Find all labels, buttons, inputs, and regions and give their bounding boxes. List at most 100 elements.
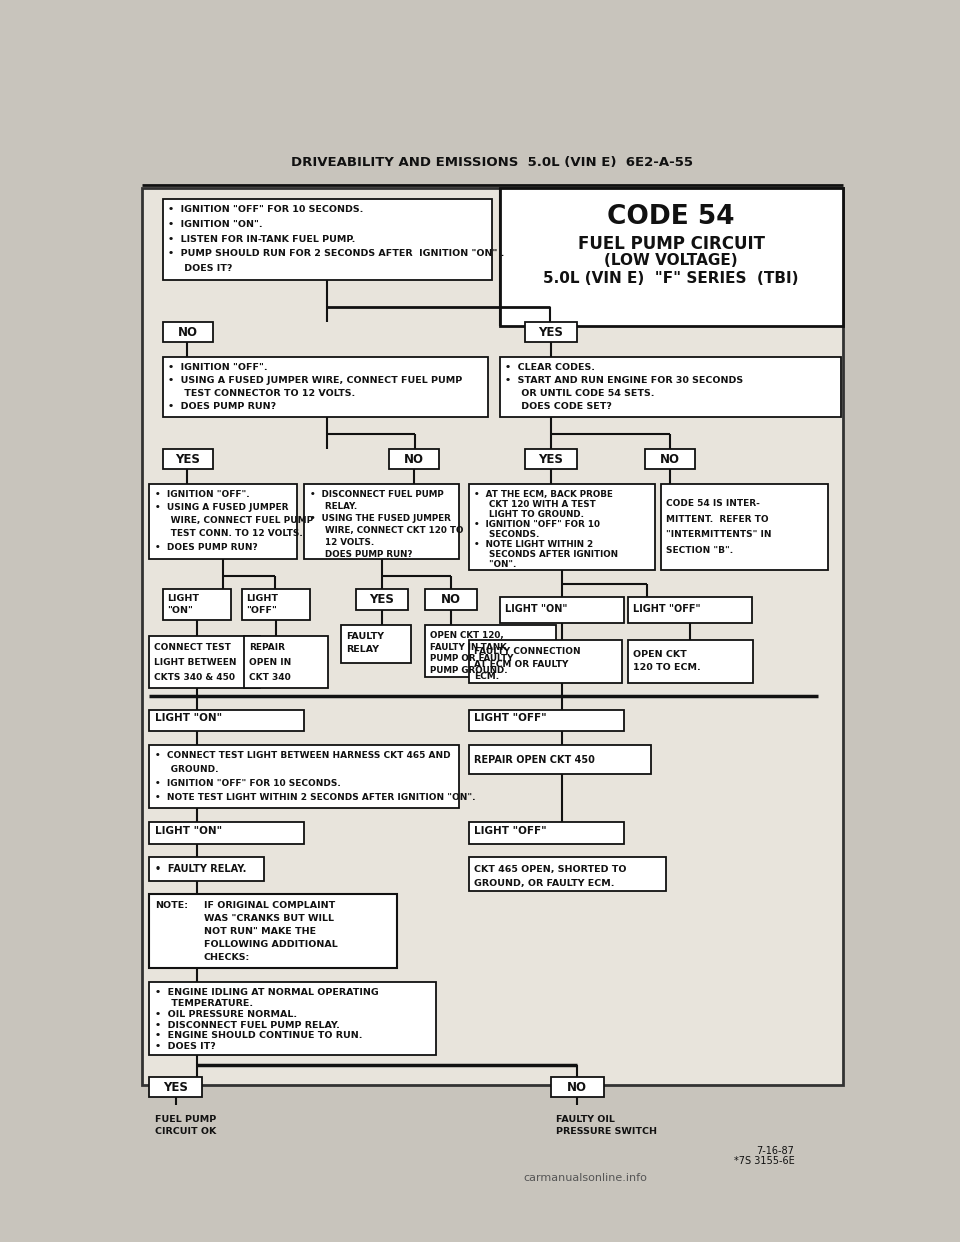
Text: CIRCUIT OK: CIRCUIT OK [155, 1126, 216, 1136]
Text: FOLLOWING ADDITIONAL: FOLLOWING ADDITIONAL [204, 940, 338, 949]
FancyBboxPatch shape [150, 857, 264, 881]
Text: "INTERMITTENTS" IN: "INTERMITTENTS" IN [666, 530, 772, 539]
Text: CODE 54: CODE 54 [608, 205, 734, 231]
Text: "ON": "ON" [167, 606, 193, 616]
Text: •  IGNITION "OFF" FOR 10 SECONDS.: • IGNITION "OFF" FOR 10 SECONDS. [168, 205, 364, 215]
FancyBboxPatch shape [660, 484, 828, 570]
Text: •  NOTE TEST LIGHT WITHIN 2 SECONDS AFTER IGNITION "ON".: • NOTE TEST LIGHT WITHIN 2 SECONDS AFTER… [155, 792, 475, 802]
FancyBboxPatch shape [162, 356, 488, 417]
Text: CKT 465 OPEN, SHORTED TO: CKT 465 OPEN, SHORTED TO [474, 866, 627, 874]
FancyBboxPatch shape [150, 709, 304, 732]
FancyBboxPatch shape [150, 822, 304, 843]
Text: LIGHT "OFF": LIGHT "OFF" [633, 604, 701, 614]
Text: •  ENGINE IDLING AT NORMAL OPERATING: • ENGINE IDLING AT NORMAL OPERATING [155, 989, 378, 997]
Text: SECONDS AFTER IGNITION: SECONDS AFTER IGNITION [474, 550, 618, 559]
FancyBboxPatch shape [524, 450, 577, 469]
FancyBboxPatch shape [162, 450, 213, 469]
Text: PUMP GROUND.: PUMP GROUND. [430, 666, 508, 674]
Text: CKTS 340 & 450: CKTS 340 & 450 [155, 673, 235, 682]
Text: RELAY: RELAY [347, 645, 379, 655]
Text: "ON".: "ON". [474, 560, 516, 569]
Text: carmanualsonline.info: carmanualsonline.info [523, 1174, 647, 1184]
FancyBboxPatch shape [150, 982, 436, 1056]
FancyBboxPatch shape [162, 322, 213, 343]
Text: •  IGNITION "OFF".: • IGNITION "OFF". [155, 491, 250, 499]
Text: CHECKS:: CHECKS: [204, 953, 250, 961]
Text: GROUND, OR FAULTY ECM.: GROUND, OR FAULTY ECM. [474, 879, 614, 888]
FancyBboxPatch shape [468, 641, 622, 683]
Text: TEST CONNECTOR TO 12 VOLTS.: TEST CONNECTOR TO 12 VOLTS. [168, 389, 355, 399]
FancyBboxPatch shape [524, 322, 577, 343]
Text: NO: NO [404, 453, 423, 466]
Text: •  USING THE FUSED JUMPER: • USING THE FUSED JUMPER [310, 514, 451, 523]
Text: 12 VOLTS.: 12 VOLTS. [310, 538, 374, 546]
FancyBboxPatch shape [500, 188, 843, 327]
Text: WIRE, CONNECT FUEL PUMP: WIRE, CONNECT FUEL PUMP [155, 517, 313, 525]
Text: •  PUMP SHOULD RUN FOR 2 SECONDS AFTER  IGNITION "ON" .: • PUMP SHOULD RUN FOR 2 SECONDS AFTER IG… [168, 250, 504, 258]
Text: 5.0L (VIN E)  "F" SERIES  (TBI): 5.0L (VIN E) "F" SERIES (TBI) [543, 271, 799, 286]
Text: NO: NO [178, 327, 198, 339]
FancyBboxPatch shape [468, 709, 624, 732]
Text: FAULTY OIL: FAULTY OIL [557, 1115, 615, 1124]
Text: •  IGNITION "ON".: • IGNITION "ON". [168, 220, 263, 229]
Text: DOES CODE SET?: DOES CODE SET? [505, 402, 612, 411]
Text: LIGHT "OFF": LIGHT "OFF" [474, 713, 547, 723]
FancyBboxPatch shape [150, 484, 297, 559]
FancyBboxPatch shape [468, 745, 651, 774]
FancyBboxPatch shape [645, 450, 695, 469]
Text: LIGHT "ON": LIGHT "ON" [505, 604, 567, 614]
Text: •  CONNECT TEST LIGHT BETWEEN HARNESS CKT 465 AND: • CONNECT TEST LIGHT BETWEEN HARNESS CKT… [155, 751, 450, 760]
Text: •  LISTEN FOR IN-TANK FUEL PUMP.: • LISTEN FOR IN-TANK FUEL PUMP. [168, 235, 355, 243]
FancyBboxPatch shape [150, 1110, 251, 1139]
Text: •  IGNITION "OFF" FOR 10: • IGNITION "OFF" FOR 10 [474, 520, 600, 529]
FancyBboxPatch shape [355, 590, 408, 610]
Text: •  DISCONNECT FUEL PUMP RELAY.: • DISCONNECT FUEL PUMP RELAY. [155, 1021, 340, 1030]
Text: LIGHT: LIGHT [167, 594, 200, 604]
Text: REPAIR OPEN CKT 450: REPAIR OPEN CKT 450 [474, 755, 595, 765]
Text: FAULTY IN-TANK: FAULTY IN-TANK [430, 642, 507, 652]
Text: DOES PUMP RUN?: DOES PUMP RUN? [310, 550, 413, 559]
FancyBboxPatch shape [424, 625, 557, 677]
Text: •  AT THE ECM, BACK PROBE: • AT THE ECM, BACK PROBE [474, 491, 613, 499]
Text: OPEN IN: OPEN IN [250, 658, 292, 667]
Text: OPEN CKT 120,: OPEN CKT 120, [430, 631, 504, 640]
Text: LIGHT TO GROUND.: LIGHT TO GROUND. [474, 510, 585, 519]
FancyBboxPatch shape [162, 590, 230, 620]
Text: SECONDS.: SECONDS. [474, 530, 540, 539]
FancyBboxPatch shape [150, 1077, 203, 1097]
Text: DOES IT?: DOES IT? [168, 263, 232, 273]
Text: WIRE, CONNECT CKT 120 TO: WIRE, CONNECT CKT 120 TO [310, 525, 464, 535]
Text: "OFF": "OFF" [247, 606, 277, 616]
FancyBboxPatch shape [150, 636, 259, 688]
Text: CONNECT TEST: CONNECT TEST [155, 642, 231, 652]
Text: RELAY.: RELAY. [310, 502, 357, 512]
Text: FAULTY: FAULTY [347, 632, 384, 641]
Text: NOTE:: NOTE: [155, 900, 188, 909]
Text: OPEN CKT: OPEN CKT [633, 651, 686, 660]
FancyBboxPatch shape [242, 590, 310, 620]
FancyBboxPatch shape [244, 636, 327, 688]
Text: FAULTY CONNECTION: FAULTY CONNECTION [474, 647, 581, 656]
Text: LIGHT BETWEEN: LIGHT BETWEEN [155, 658, 236, 667]
Text: •  START AND RUN ENGINE FOR 30 SECONDS: • START AND RUN ENGINE FOR 30 SECONDS [505, 376, 743, 385]
Text: NO: NO [660, 453, 681, 466]
Text: NO: NO [441, 594, 461, 606]
Text: •  CLEAR CODES.: • CLEAR CODES. [505, 363, 595, 373]
Text: •  DOES PUMP RUN?: • DOES PUMP RUN? [168, 402, 276, 411]
FancyBboxPatch shape [150, 894, 397, 968]
Text: OR UNTIL CODE 54 SETS.: OR UNTIL CODE 54 SETS. [505, 389, 655, 399]
Text: LIGHT "ON": LIGHT "ON" [155, 713, 222, 723]
Text: GROUND.: GROUND. [155, 765, 218, 774]
Text: PRESSURE SWITCH: PRESSURE SWITCH [557, 1126, 658, 1136]
FancyBboxPatch shape [628, 641, 754, 683]
Text: PUMP OR FAULTY: PUMP OR FAULTY [430, 655, 514, 663]
Text: LIGHT "ON": LIGHT "ON" [155, 826, 222, 836]
FancyBboxPatch shape [468, 822, 624, 843]
FancyBboxPatch shape [500, 356, 841, 417]
Text: TEST CONN. TO 12 VOLTS.: TEST CONN. TO 12 VOLTS. [155, 529, 302, 539]
Text: CODE 54 IS INTER-: CODE 54 IS INTER- [666, 499, 760, 508]
Text: SECTION "B".: SECTION "B". [666, 545, 733, 555]
Text: IF ORIGINAL COMPLAINT: IF ORIGINAL COMPLAINT [204, 900, 335, 909]
FancyBboxPatch shape [628, 597, 752, 623]
Text: WAS "CRANKS BUT WILL: WAS "CRANKS BUT WILL [204, 914, 334, 923]
